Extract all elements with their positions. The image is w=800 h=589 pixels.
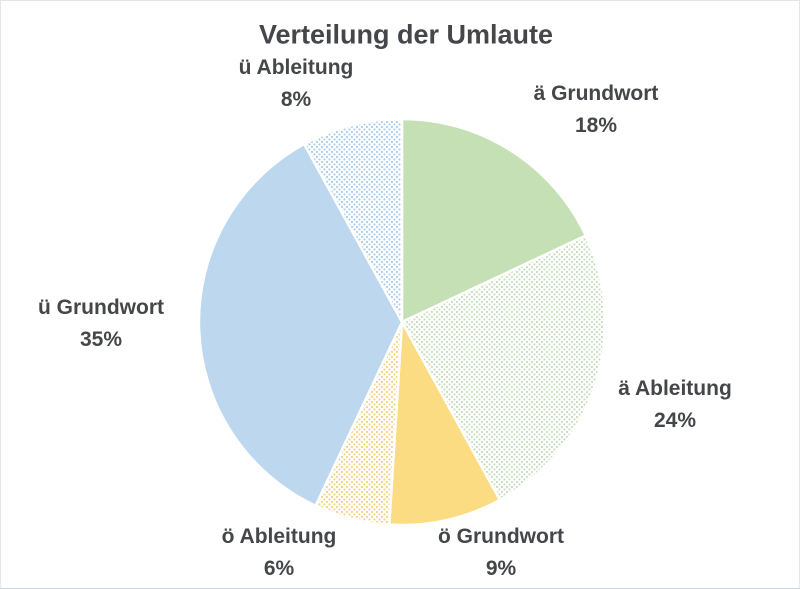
slice-label-text: ö Ableitung — [221, 525, 337, 548]
slice-label-text: ä Grundwort — [533, 82, 659, 105]
pie-slice-2 — [400, 234, 607, 502]
pie-slice-5 — [197, 142, 404, 507]
slice-label-a-grundwort: ä Grundwort 18% — [534, 78, 659, 142]
slice-label-u-grundwort: ü Grundwort 35% — [38, 292, 164, 356]
slice-label-percent: 8% — [280, 88, 312, 111]
pie-slice-1 — [400, 117, 587, 324]
pie-slice-3 — [388, 320, 501, 527]
slice-label-text: ä Ableitung — [618, 377, 732, 400]
slice-label-text: ü Ableitung — [238, 56, 354, 79]
slice-label-text: ü Grundwort — [38, 296, 164, 319]
slice-label-percent: 6% — [263, 557, 295, 580]
slice-label-percent: 35% — [79, 328, 123, 351]
chart-title: Verteilung der Umlaute — [258, 19, 554, 50]
slice-label-u-ableitung: ü Ableitung 8% — [239, 52, 354, 116]
pie-slice-6 — [303, 117, 404, 324]
slice-label-percent: 18% — [574, 114, 618, 137]
slice-label-a-ableitung: ä Ableitung 24% — [618, 373, 732, 437]
slice-label-percent: 24% — [653, 409, 697, 432]
slice-label-percent: 9% — [485, 557, 517, 580]
slice-label-o-ableitung: ö Ableitung 6% — [222, 521, 337, 585]
slice-label-text: ö Grundwort — [438, 525, 564, 548]
slice-label-o-grundwort: ö Grundwort 9% — [438, 521, 564, 585]
